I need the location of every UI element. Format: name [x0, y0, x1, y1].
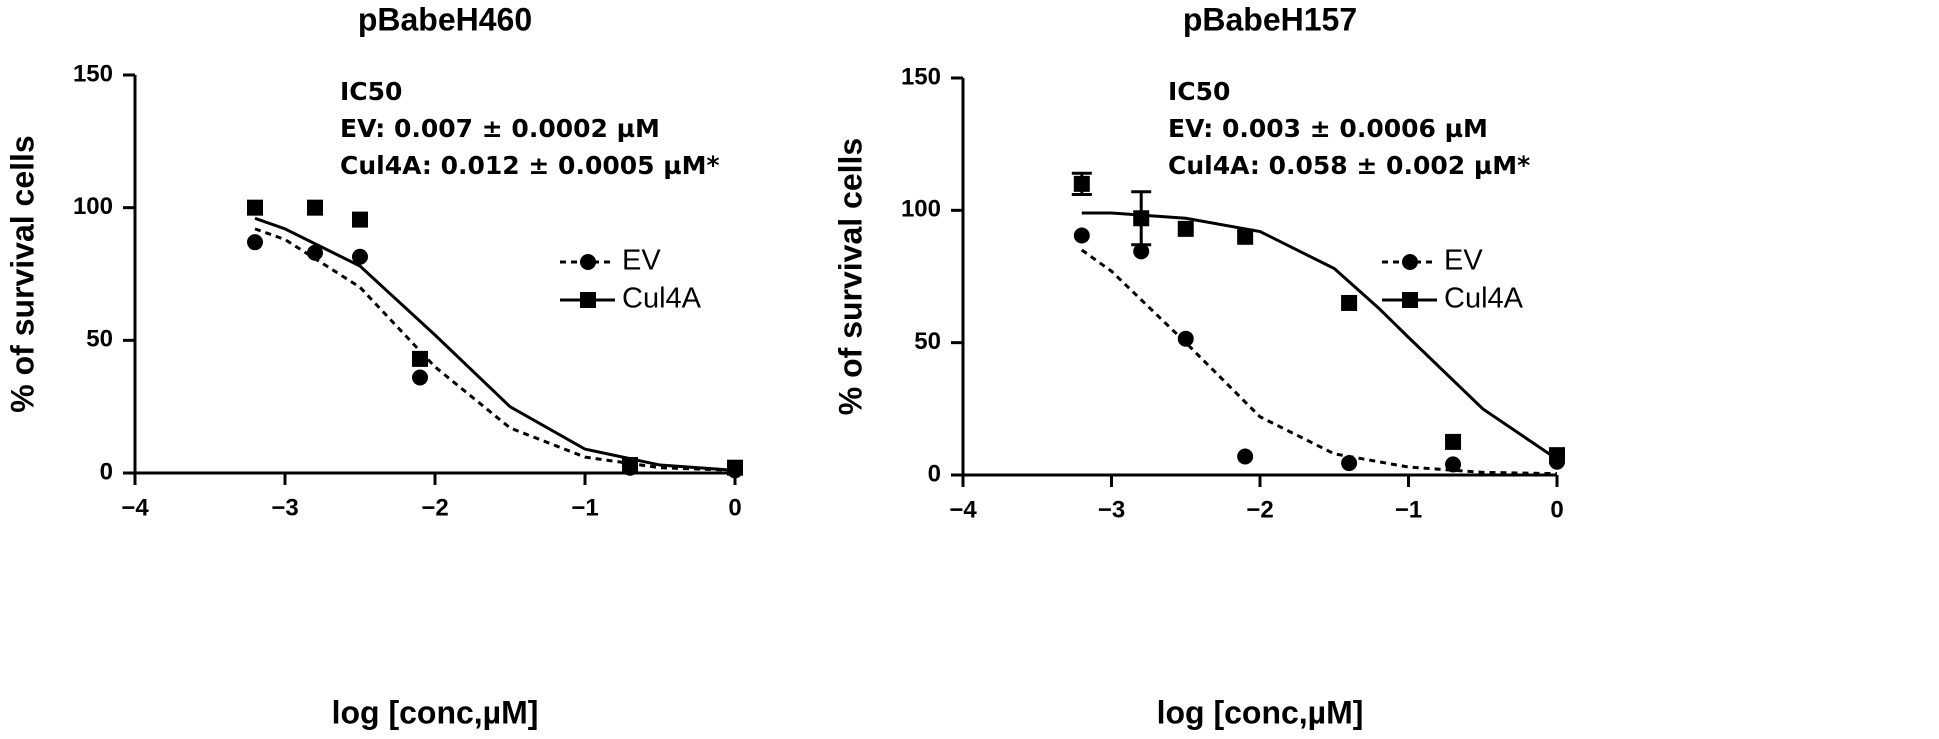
marker — [1133, 210, 1150, 227]
annotation: EV: 0.007 ± 0.0002 µM — [340, 114, 660, 143]
fit-curve — [254, 216, 736, 472]
marker — [352, 248, 368, 265]
y-tick-label: 100 — [73, 193, 113, 220]
annotation: IC50 — [1168, 77, 1230, 106]
x-tick-label: 0 — [1550, 496, 1563, 523]
marker — [412, 350, 428, 367]
x-axis-label: log [conc,µM] — [332, 694, 539, 730]
chart-title: pBabeH157 — [1183, 1, 1357, 37]
y-axis-label: % of survival cells — [832, 138, 868, 415]
marker — [412, 369, 428, 386]
y-tick-label: 50 — [86, 326, 113, 353]
legend-marker — [580, 292, 596, 308]
fit-curve — [254, 227, 736, 472]
y-tick-label: 50 — [914, 328, 941, 355]
legend-label: EV — [1444, 245, 1483, 277]
marker — [307, 244, 323, 261]
x-tick-label: −4 — [949, 496, 977, 523]
legend-label: EV — [622, 245, 661, 277]
marker — [622, 457, 638, 474]
marker — [352, 211, 368, 228]
x-tick-label: −4 — [121, 494, 149, 521]
marker — [1341, 294, 1358, 311]
marker — [1073, 175, 1090, 192]
y-tick-label: 0 — [100, 458, 113, 485]
marker — [727, 459, 743, 476]
y-tick-label: 0 — [928, 460, 941, 487]
marker — [1549, 447, 1565, 464]
x-tick-label: −3 — [271, 494, 298, 521]
annotation: Cul4A: 0.058 ± 0.002 µM* — [1168, 151, 1530, 180]
marker — [1445, 456, 1462, 473]
x-tick-label: −3 — [1098, 496, 1125, 523]
y-axis-label: % of survival cells — [4, 135, 40, 412]
y-tick-label: 150 — [901, 63, 941, 90]
annotation: EV: 0.003 ± 0.0006 µM — [1168, 114, 1488, 143]
x-tick-label: −1 — [571, 494, 598, 521]
annotation: Cul4A: 0.012 ± 0.0005 µM* — [340, 151, 720, 180]
x-tick-label: 0 — [728, 494, 741, 521]
legend-marker — [1402, 254, 1418, 270]
legend-marker — [580, 254, 596, 270]
marker — [247, 234, 263, 251]
marker — [1133, 243, 1150, 260]
marker — [1073, 227, 1090, 244]
marker — [247, 199, 263, 216]
legend-label: Cul4A — [1444, 283, 1524, 315]
marker — [1237, 448, 1254, 465]
marker — [1177, 220, 1194, 237]
marker — [1445, 433, 1462, 450]
legend-marker — [1402, 292, 1418, 308]
marker — [307, 199, 323, 216]
fit-curve — [1080, 248, 1558, 476]
marker — [1177, 330, 1194, 347]
marker — [1341, 455, 1358, 472]
y-tick-label: 150 — [73, 60, 113, 87]
chart-title: pBabeH460 — [358, 1, 532, 37]
x-tick-label: −2 — [421, 494, 448, 521]
x-tick-label: −2 — [1246, 496, 1273, 523]
legend-label: Cul4A — [622, 283, 702, 315]
y-tick-label: 100 — [901, 196, 941, 223]
annotation: IC50 — [340, 77, 402, 106]
marker — [1237, 228, 1254, 245]
x-tick-label: −1 — [1395, 496, 1422, 523]
x-axis-label: log [conc,µM] — [1157, 694, 1364, 730]
fit-curve — [1081, 211, 1558, 461]
